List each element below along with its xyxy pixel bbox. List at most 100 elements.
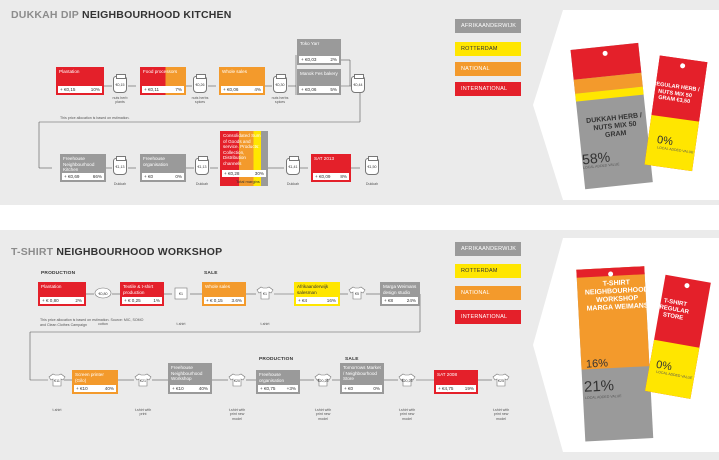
box-value: + €0,06 — [301, 87, 317, 92]
dukkah-title-light: DUKKAH DIP — [11, 9, 79, 21]
box-freehouse-organisation: Freehouse organisation + €0 0% — [140, 154, 186, 182]
label-sale-2: SALE — [345, 357, 359, 362]
box-tomorrows-market: Tomorrows Market / Neighbourhood Store +… — [340, 363, 384, 394]
icon-caption: t-shirt with print new model — [314, 408, 332, 421]
tag-tshirt-pct-top: 16% — [585, 357, 609, 371]
box-name: Whole sales — [222, 69, 248, 74]
box-freehouse-workshop: Freehouse Neighbourhood Workshop + €10 40… — [168, 363, 212, 394]
box-pct: 1% — [153, 298, 160, 303]
jar-caption: nuts herb plants — [112, 96, 128, 105]
box-name: Consolidated Sum of Goods and service. P… — [223, 133, 261, 166]
box-whole-sales: Whole sales + €0,06 4% — [219, 67, 265, 95]
box-extra: Total margins — [236, 178, 260, 184]
box-pct: 7% — [175, 87, 182, 92]
box-value: + €0,15 — [60, 87, 76, 92]
box-name: Toko Yarr — [300, 41, 320, 46]
box-value: + €8 — [384, 298, 394, 303]
tag-tshirt-title: T-SHIRT NEIGHBOURHOOD WORKSHOP MARGA WEI… — [584, 279, 649, 313]
box-pct: 66% — [92, 174, 102, 179]
box-pct: 2% — [75, 298, 82, 303]
dukkah-title-dark: NEIGHBOURHOOD KITCHEN — [82, 9, 232, 21]
icon-caption: t-shirt with print new model — [492, 408, 510, 421]
box-name: Freehouse organisation — [143, 156, 169, 167]
jar-caption: Dukkah — [365, 182, 379, 186]
tshirt-title: T-SHIRT NEIGHBOURHOOD WORKSHOP — [11, 246, 222, 258]
box-pct: 8% — [340, 174, 347, 179]
label-production: PRODUCTION — [41, 271, 76, 276]
box-marga-weimans: Marga Weimans design studio + €8 24% — [380, 282, 420, 306]
legend-national: NATIONAL — [455, 286, 521, 300]
box-pct: 40% — [104, 386, 114, 391]
jar: €1,13 — [113, 156, 127, 175]
jar: €1,13 — [195, 156, 209, 175]
tshirt-icon: €20,25 — [314, 373, 332, 387]
jar: €0,44 — [351, 74, 365, 93]
box-plantation: Plantation + € 0,80 2% — [38, 282, 86, 306]
icon-caption: t-shirt with print — [134, 408, 152, 417]
box-food-processors: Food processors + €0,11 7% — [140, 67, 186, 95]
tshirt-title-light: T-SHIRT — [11, 246, 54, 258]
icon-caption: t-shirt — [260, 322, 270, 326]
box-value: + €0,75 — [260, 386, 276, 391]
tshirt-icon: €25 — [492, 373, 510, 387]
label-production-2: PRODUCTION — [259, 357, 294, 362]
box-pct: 10% — [90, 87, 100, 92]
box-name: Freehouse Neighbourhood Workshop — [171, 365, 203, 381]
dukkah-title: DUKKAH DIP NEIGHBOURHOOD KITCHEN — [11, 9, 232, 21]
box-name: Screen printer (Gilo) — [75, 372, 104, 383]
tshirt-flow-lines — [29, 293, 492, 381]
box-manok-fes-bakery: Manok Fes bakery + €0,06 5% — [297, 69, 341, 95]
jar-caption: Dukkah — [286, 182, 300, 186]
icon-price: €11 — [54, 379, 60, 383]
box-freehouse-organisation: Freehouse organisation + €0,75 +3% — [256, 370, 300, 394]
box-sat-2013: SAT 2013 + €0,09 8% — [311, 154, 351, 182]
box-value: + €4,75 — [438, 386, 454, 391]
box-plantation: Plantation + €0,15 10% — [56, 67, 104, 95]
dukkah-hexagon — [533, 10, 719, 200]
box-name: Tomorrows Market / Neighbourhood Store — [343, 365, 381, 381]
tshirt-title-dark: NEIGHBOURHOOD WORKSHOP — [56, 246, 223, 258]
box-value: + €4 — [298, 298, 308, 303]
jar: €1,41 — [286, 156, 300, 175]
box-value: + €0,69 — [64, 174, 80, 179]
label-sale: SALE — [204, 271, 218, 276]
tshirt-icon: €21 — [134, 373, 152, 387]
jar: €0,26 — [193, 74, 207, 93]
box-value: + €10 — [172, 386, 184, 391]
box-name: Textile & t-shirt production — [123, 284, 154, 295]
box-textile-production: Textile & t-shirt production + € 0,25 1% — [120, 282, 164, 306]
box-name: Whole sales — [205, 284, 231, 289]
box-name: Afrikaanderwijk salesman — [297, 284, 329, 295]
box-value: + €0 — [144, 174, 154, 179]
box-value: + €0,06 — [223, 87, 239, 92]
box-sat-2008: SAT 2008 + €4,75 19% — [434, 370, 478, 394]
icon-price: €21 — [140, 379, 146, 383]
box-pct: 2% — [330, 57, 337, 62]
box-pct: 40% — [198, 386, 208, 391]
box-value: + €0,28 — [224, 171, 240, 176]
box-afrikaanderwijk-salesman: Afrikaanderwijk salesman + €4 16% — [294, 282, 340, 306]
box-pct: +3% — [286, 386, 296, 391]
tshirt-note: This price allocation is based on estima… — [40, 318, 144, 327]
box-pct: 5% — [330, 87, 337, 92]
legend-international: INTERNATIONAL — [455, 82, 521, 96]
box-name: SAT 2013 — [314, 156, 335, 161]
icon-price: €20 — [234, 379, 240, 383]
box-screen-printer: Screen printer (Gilo) + €10 40% — [72, 370, 118, 394]
box-pct: 24% — [406, 298, 416, 303]
jar: €1,50 — [365, 156, 379, 175]
box-pct: 30% — [254, 171, 264, 176]
jar-caption: Dukkah — [113, 182, 127, 186]
icon-caption: t-shirt — [52, 408, 62, 412]
tshirt-icon: €11 — [48, 373, 66, 387]
box-pct: 0% — [373, 386, 380, 391]
box-value: + € 0,80 — [42, 298, 59, 303]
jar-caption: Dukkah — [195, 182, 209, 186]
box-name: Freehouse organisation — [259, 372, 285, 383]
legend-rotterdam: ROTTERDAM — [455, 264, 521, 278]
box-pct: 19% — [464, 386, 474, 391]
box-pct: 0% — [175, 174, 182, 179]
box-name: Marga Weimans design studio — [383, 284, 417, 295]
cotton-icon: €0,80 — [94, 286, 112, 300]
icon-caption: cotton — [98, 322, 108, 326]
